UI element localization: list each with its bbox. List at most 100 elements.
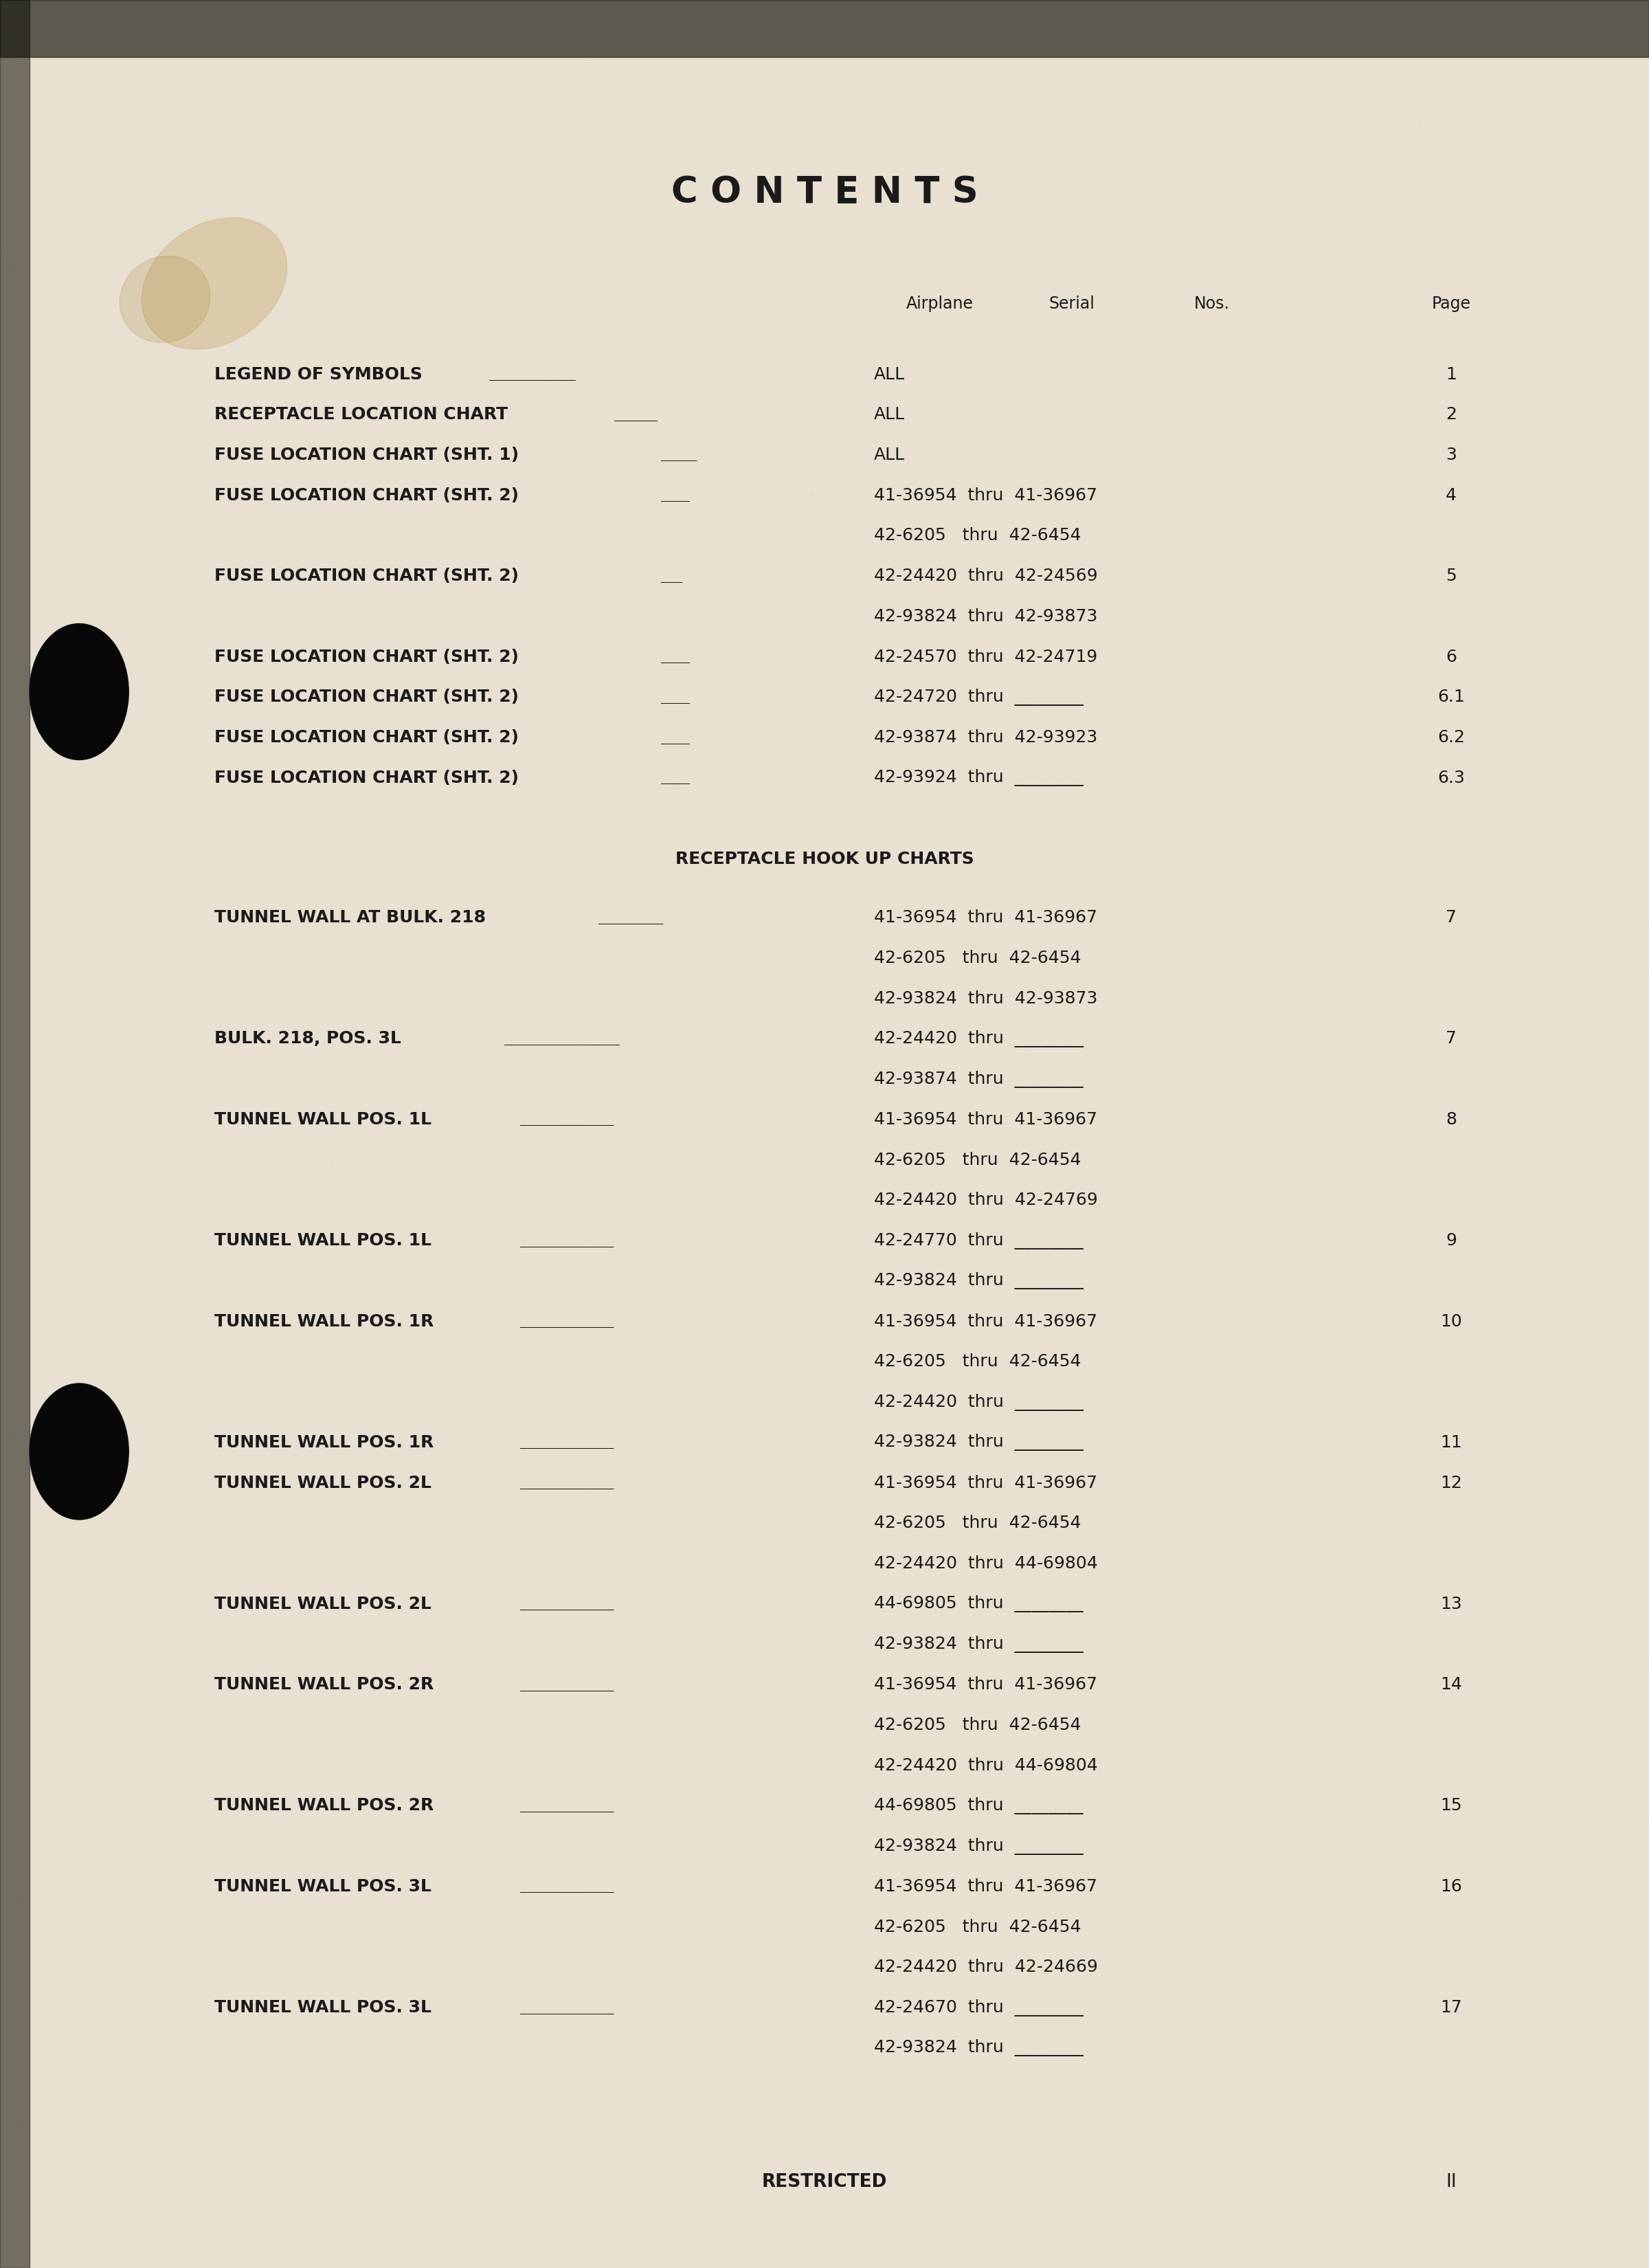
Text: TUNNEL WALL POS. 1L: TUNNEL WALL POS. 1L <box>214 1111 432 1127</box>
Text: BULK. 218, POS. 3L: BULK. 218, POS. 3L <box>214 1030 401 1048</box>
Text: 12: 12 <box>1440 1474 1463 1490</box>
Text: 11: 11 <box>1440 1433 1463 1452</box>
Text: ____: ____ <box>661 692 691 703</box>
Text: 42-93824  thru  ________: 42-93824 thru ________ <box>874 1272 1083 1290</box>
Text: ALL: ALL <box>874 365 905 383</box>
Text: II: II <box>1446 2173 1456 2191</box>
Text: TUNNEL WALL POS. 1R: TUNNEL WALL POS. 1R <box>214 1313 434 1329</box>
Text: 42-6205   thru  42-6454: 42-6205 thru 42-6454 <box>874 1354 1082 1370</box>
Text: _____: _____ <box>661 449 698 460</box>
Text: Page: Page <box>1431 295 1471 313</box>
Text: _____________: _____________ <box>521 1315 613 1327</box>
Text: 13: 13 <box>1440 1597 1463 1613</box>
Text: TUNNEL WALL AT BULK. 218: TUNNEL WALL AT BULK. 218 <box>214 909 486 925</box>
Text: _____________: _____________ <box>521 1114 613 1125</box>
Text: ______: ______ <box>613 408 658 422</box>
Text: 42-24420  thru  42-24769: 42-24420 thru 42-24769 <box>874 1193 1098 1209</box>
Text: 42-6205   thru  42-6454: 42-6205 thru 42-6454 <box>874 1717 1082 1733</box>
Text: FUSE LOCATION CHART (SHT. 2): FUSE LOCATION CHART (SHT. 2) <box>214 567 519 585</box>
Text: FUSE LOCATION CHART (SHT. 2): FUSE LOCATION CHART (SHT. 2) <box>214 488 519 503</box>
Text: 41-36954  thru  41-36967: 41-36954 thru 41-36967 <box>874 1474 1097 1490</box>
Text: 42-93874  thru  ________: 42-93874 thru ________ <box>874 1070 1083 1089</box>
Text: RESTRICTED: RESTRICTED <box>762 2173 887 2191</box>
Text: 42-24570  thru  42-24719: 42-24570 thru 42-24719 <box>874 649 1098 665</box>
Text: RECEPTACLE HOOK UP CHARTS: RECEPTACLE HOOK UP CHARTS <box>674 850 975 866</box>
Text: 42-93824  thru  42-93873: 42-93824 thru 42-93873 <box>874 608 1098 624</box>
Text: 16: 16 <box>1440 1878 1463 1894</box>
Text: 42-24720  thru  ________: 42-24720 thru ________ <box>874 689 1083 705</box>
Text: ____: ____ <box>661 490 691 501</box>
Text: ALL: ALL <box>874 447 905 463</box>
Text: 42-6205   thru  42-6454: 42-6205 thru 42-6454 <box>874 1515 1082 1531</box>
Circle shape <box>30 1383 129 1520</box>
Text: 17: 17 <box>1440 2000 1463 2016</box>
Text: FUSE LOCATION CHART (SHT. 2): FUSE LOCATION CHART (SHT. 2) <box>214 649 519 665</box>
Circle shape <box>30 624 129 760</box>
Text: TUNNEL WALL POS. 1L: TUNNEL WALL POS. 1L <box>214 1232 432 1250</box>
Text: LEGEND OF SYMBOLS: LEGEND OF SYMBOLS <box>214 365 422 383</box>
Text: 6: 6 <box>1446 649 1456 665</box>
Text: RECEPTACLE LOCATION CHART: RECEPTACLE LOCATION CHART <box>214 406 508 422</box>
Text: 42-24420  thru  44-69804: 42-24420 thru 44-69804 <box>874 1758 1098 1774</box>
Text: 42-6205   thru  42-6454: 42-6205 thru 42-6454 <box>874 950 1082 966</box>
Ellipse shape <box>120 256 209 342</box>
Bar <box>0 0 1649 57</box>
Text: 1: 1 <box>1446 365 1456 383</box>
Text: 44-69805  thru  ________: 44-69805 thru ________ <box>874 1796 1083 1814</box>
Text: 42-6205   thru  42-6454: 42-6205 thru 42-6454 <box>874 1152 1082 1168</box>
Text: 42-93824  thru  ________: 42-93824 thru ________ <box>874 1635 1083 1653</box>
Text: 8: 8 <box>1446 1111 1456 1127</box>
Text: 42-24670  thru  ________: 42-24670 thru ________ <box>874 1998 1083 2016</box>
Text: _____________: _____________ <box>521 2000 613 2014</box>
Text: Serial: Serial <box>1049 295 1095 313</box>
Text: 42-93874  thru  42-93923: 42-93874 thru 42-93923 <box>874 730 1098 746</box>
Text: ___: ___ <box>661 569 683 583</box>
Text: _____________: _____________ <box>521 1476 613 1490</box>
Text: 2: 2 <box>1446 406 1456 422</box>
Text: FUSE LOCATION CHART (SHT. 2): FUSE LOCATION CHART (SHT. 2) <box>214 689 519 705</box>
Text: 42-24420  thru  ________: 42-24420 thru ________ <box>874 1393 1083 1411</box>
Ellipse shape <box>142 218 287 349</box>
Text: 42-24770  thru  ________: 42-24770 thru ________ <box>874 1232 1083 1250</box>
Text: 42-6205   thru  42-6454: 42-6205 thru 42-6454 <box>874 528 1082 544</box>
Text: 42-93824  thru  ________: 42-93824 thru ________ <box>874 2039 1083 2057</box>
Text: TUNNEL WALL POS. 2R: TUNNEL WALL POS. 2R <box>214 1799 434 1814</box>
Text: TUNNEL WALL POS. 3L: TUNNEL WALL POS. 3L <box>214 2000 432 2016</box>
Text: _____________: _____________ <box>521 1880 613 1894</box>
Text: C O N T E N T S: C O N T E N T S <box>671 175 978 211</box>
Text: 41-36954  thru  41-36967: 41-36954 thru 41-36967 <box>874 1313 1097 1329</box>
Text: TUNNEL WALL POS. 2L: TUNNEL WALL POS. 2L <box>214 1474 432 1490</box>
Text: 41-36954  thru  41-36967: 41-36954 thru 41-36967 <box>874 488 1097 503</box>
Text: TUNNEL WALL POS. 2R: TUNNEL WALL POS. 2R <box>214 1676 434 1692</box>
Text: ____________: ____________ <box>488 367 576 381</box>
Text: 10: 10 <box>1440 1313 1463 1329</box>
Text: ALL: ALL <box>874 406 905 422</box>
Text: 41-36954  thru  41-36967: 41-36954 thru 41-36967 <box>874 1878 1097 1894</box>
Text: 42-24420  thru  42-24569: 42-24420 thru 42-24569 <box>874 567 1098 585</box>
Text: 5: 5 <box>1446 567 1456 585</box>
Text: TUNNEL WALL POS. 3L: TUNNEL WALL POS. 3L <box>214 1878 432 1894</box>
Text: TUNNEL WALL POS. 1R: TUNNEL WALL POS. 1R <box>214 1433 434 1452</box>
Text: 6.1: 6.1 <box>1438 689 1464 705</box>
Text: 15: 15 <box>1440 1799 1463 1814</box>
Text: TUNNEL WALL POS. 2L: TUNNEL WALL POS. 2L <box>214 1597 432 1613</box>
Text: 3: 3 <box>1446 447 1456 463</box>
Text: _____________: _____________ <box>521 1436 613 1449</box>
Text: 42-24420  thru  44-69804: 42-24420 thru 44-69804 <box>874 1556 1098 1572</box>
Text: Airplane: Airplane <box>907 295 973 313</box>
Text: 7: 7 <box>1446 909 1456 925</box>
Text: 41-36954  thru  41-36967: 41-36954 thru 41-36967 <box>874 1111 1097 1127</box>
Text: _____________: _____________ <box>521 1678 613 1692</box>
Text: ________________: ________________ <box>505 1032 620 1046</box>
Text: FUSE LOCATION CHART (SHT. 2): FUSE LOCATION CHART (SHT. 2) <box>214 769 519 787</box>
Text: _____________: _____________ <box>521 1597 613 1610</box>
Text: 14: 14 <box>1440 1676 1463 1692</box>
Text: 42-93824  thru  ________: 42-93824 thru ________ <box>874 1433 1083 1452</box>
Text: 4: 4 <box>1446 488 1456 503</box>
Text: 44-69805  thru  ________: 44-69805 thru ________ <box>874 1594 1083 1613</box>
Text: ____: ____ <box>661 651 691 662</box>
Text: 6.2: 6.2 <box>1438 730 1464 746</box>
Text: 42-24420  thru  42-24669: 42-24420 thru 42-24669 <box>874 1960 1098 1975</box>
Text: 42-6205   thru  42-6454: 42-6205 thru 42-6454 <box>874 1919 1082 1935</box>
Text: FUSE LOCATION CHART (SHT. 2): FUSE LOCATION CHART (SHT. 2) <box>214 730 519 746</box>
